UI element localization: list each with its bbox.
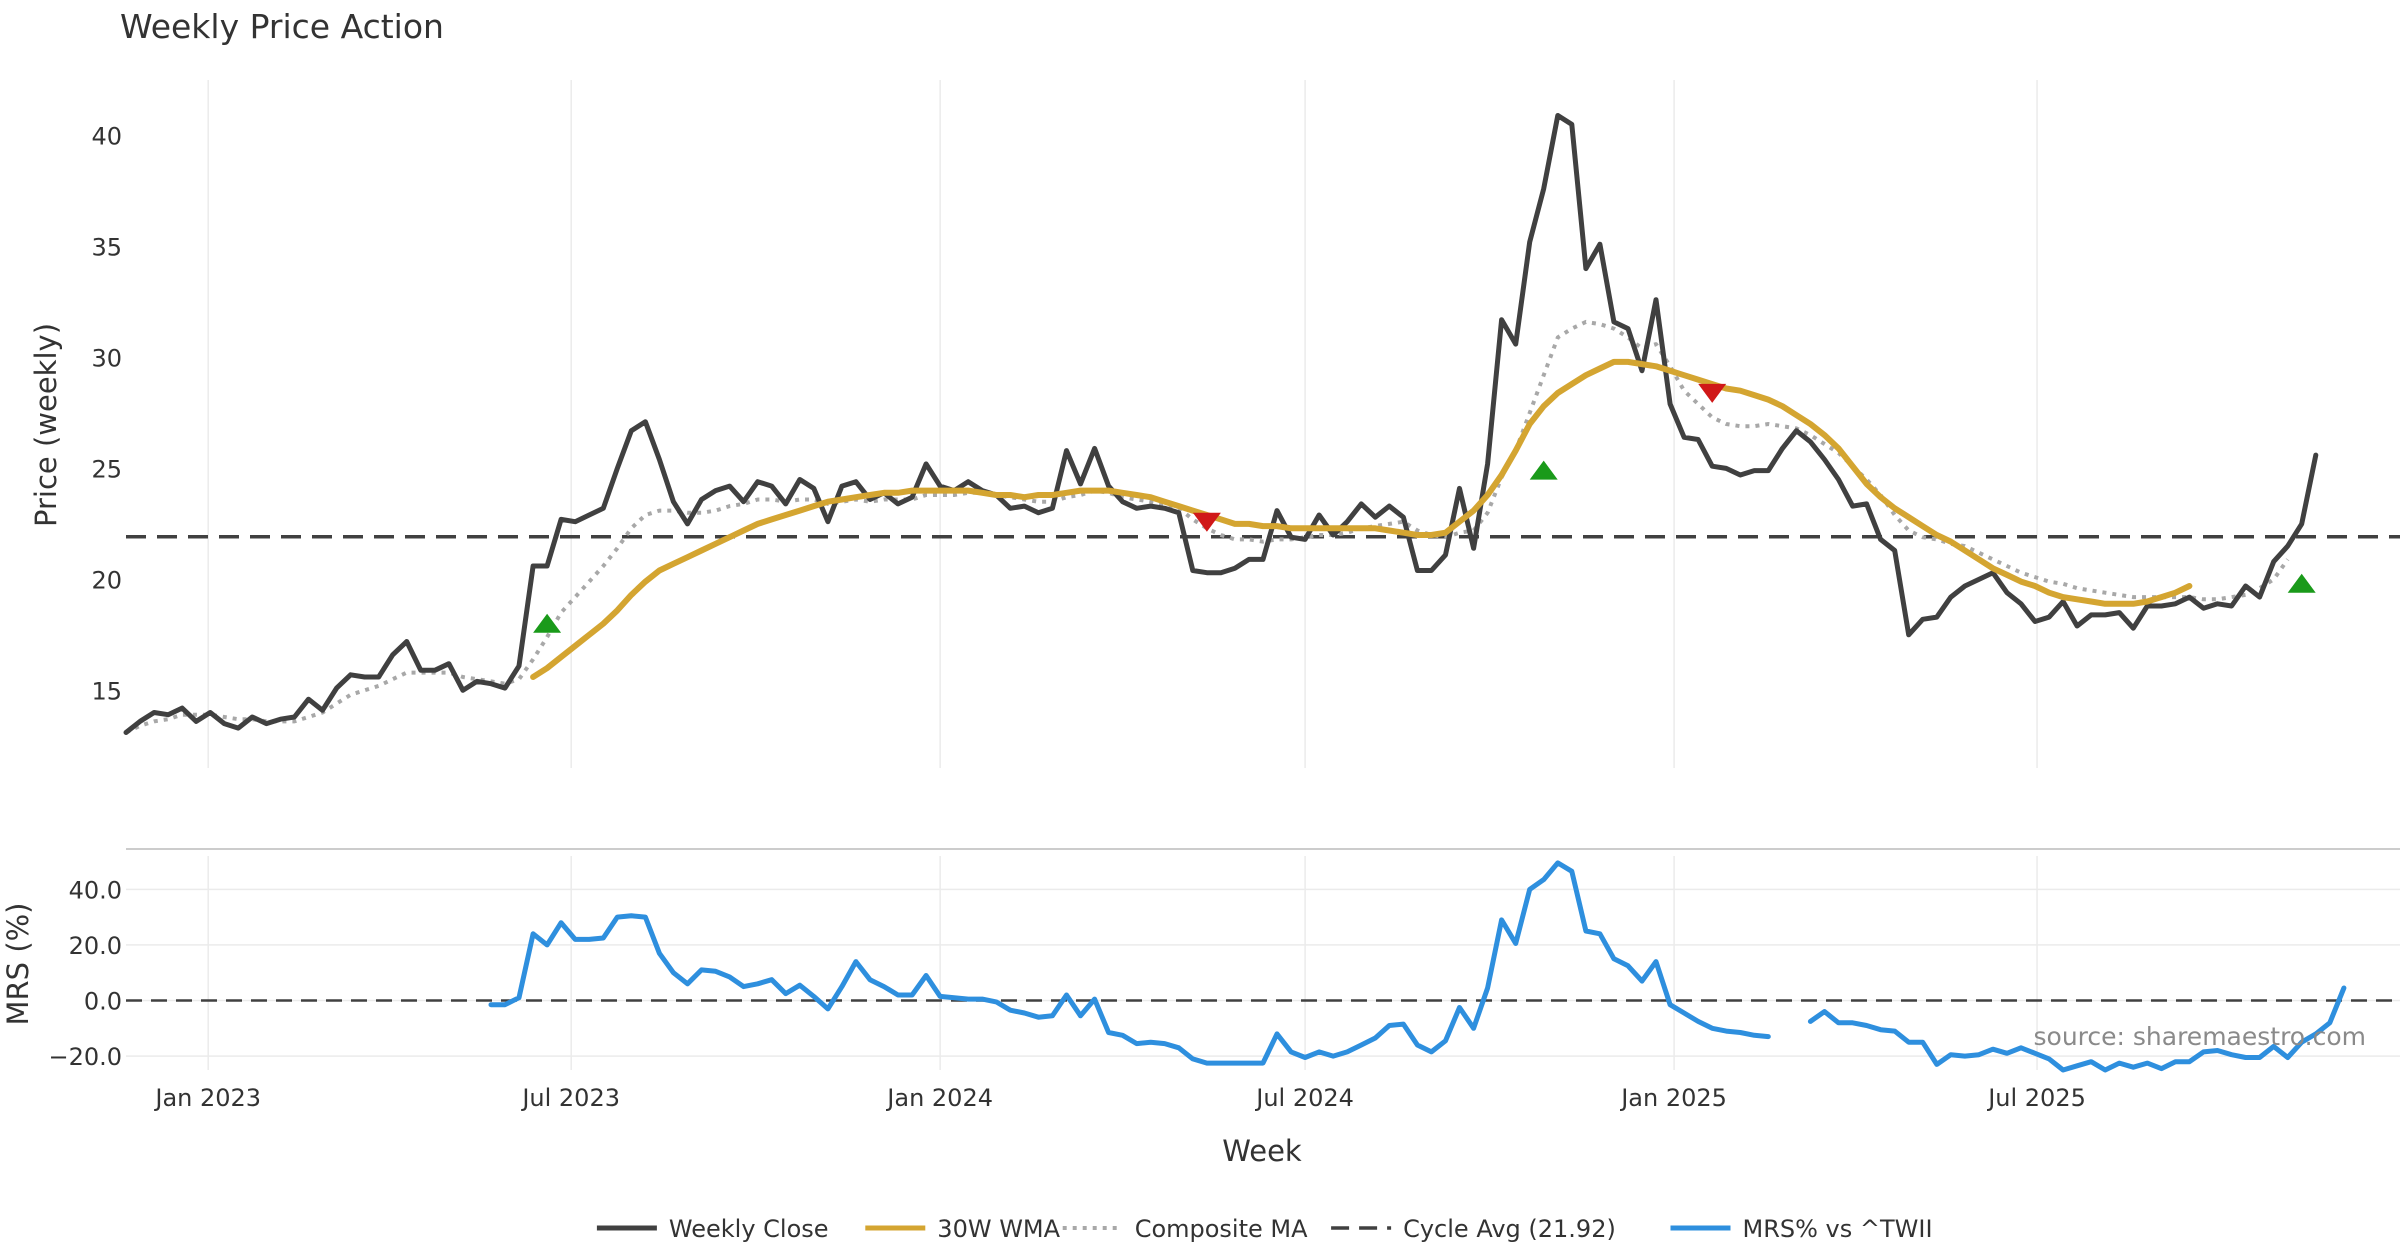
series-30w-wma-line	[530, 358, 2193, 680]
x-tick-label: Jul 2025	[1986, 1084, 2086, 1112]
main-y-axis-label: Price (weekly)	[29, 323, 63, 527]
x-axis-label: Week	[1222, 1134, 1302, 1168]
mrs-y-axis-label: MRS (%)	[1, 903, 35, 1026]
legend-item-composite-ma: Composite MA	[1062, 1215, 1308, 1243]
mrs-y-tick-label: −20.0	[48, 1043, 122, 1071]
main-panel-grid	[207, 80, 2038, 768]
x-tick-label: Jan 2024	[885, 1084, 993, 1112]
main-y-tick-label: 25	[91, 455, 122, 483]
main-y-tick-label: 20	[91, 566, 122, 594]
mrs-series-line	[488, 860, 2347, 1073]
legend-label: Cycle Avg (21.92)	[1403, 1215, 1616, 1243]
main-series-lines	[123, 113, 2319, 735]
main-y-tick-label: 40	[91, 122, 122, 150]
series-mrs-vs-twii-line	[488, 860, 2347, 1073]
main-y-tick-label: 30	[91, 344, 122, 372]
legend-label: Weekly Close	[669, 1215, 829, 1243]
sell-signal-marker	[1698, 383, 1727, 403]
x-tick-label: Jul 2023	[520, 1084, 620, 1112]
mrs-y-ticks: −20.0 0.0 20.0 40.0	[48, 876, 122, 1071]
mrs-y-tick-label: 20.0	[69, 932, 122, 960]
mrs-y-tick-label: 0.0	[84, 988, 122, 1016]
legend-label: 30W WMA	[937, 1215, 1060, 1243]
mrs-y-tick-label: 40.0	[69, 876, 122, 904]
buy-signal-marker	[2287, 573, 2316, 593]
buy-signal-marker	[533, 613, 562, 633]
x-tick-label: Jul 2024	[1254, 1084, 1354, 1112]
legend-item-weekly-close: Weekly Close	[596, 1215, 829, 1243]
x-tick-label: Jan 2023	[153, 1084, 261, 1112]
legend-label: Composite MA	[1135, 1215, 1308, 1243]
series-weekly-close-line	[123, 113, 2319, 735]
signal-markers	[533, 383, 2316, 633]
legend: Weekly Close 30W WMA Composite MA Cycle Avg…	[596, 1215, 1933, 1243]
buy-signal-marker	[1529, 460, 1558, 480]
main-y-ticks: 15 20 25 30 35 40	[91, 122, 122, 705]
source-annotation: source: sharemaestro.com	[2034, 1022, 2367, 1051]
x-tick-label: Jan 2025	[1619, 1084, 1727, 1112]
x-tick-labels: Jan 2023 Jul 2023 Jan 2024 Jul 2024 Jan 2025…	[153, 1084, 2086, 1112]
legend-item-30w-wma: 30W WMA	[865, 1215, 1061, 1243]
main-y-tick-label: 35	[91, 233, 122, 261]
legend-item-mrs-vs-twii: MRS% vs ^TWII	[1670, 1215, 1933, 1243]
main-y-tick-label: 15	[91, 677, 122, 705]
legend-item-cycle-avg-21-92: Cycle Avg (21.92)	[1331, 1215, 1616, 1243]
legend-label: MRS% vs ^TWII	[1743, 1215, 1933, 1243]
chart-title: Weekly Price Action	[120, 7, 444, 46]
sell-signal-marker	[1192, 512, 1221, 532]
